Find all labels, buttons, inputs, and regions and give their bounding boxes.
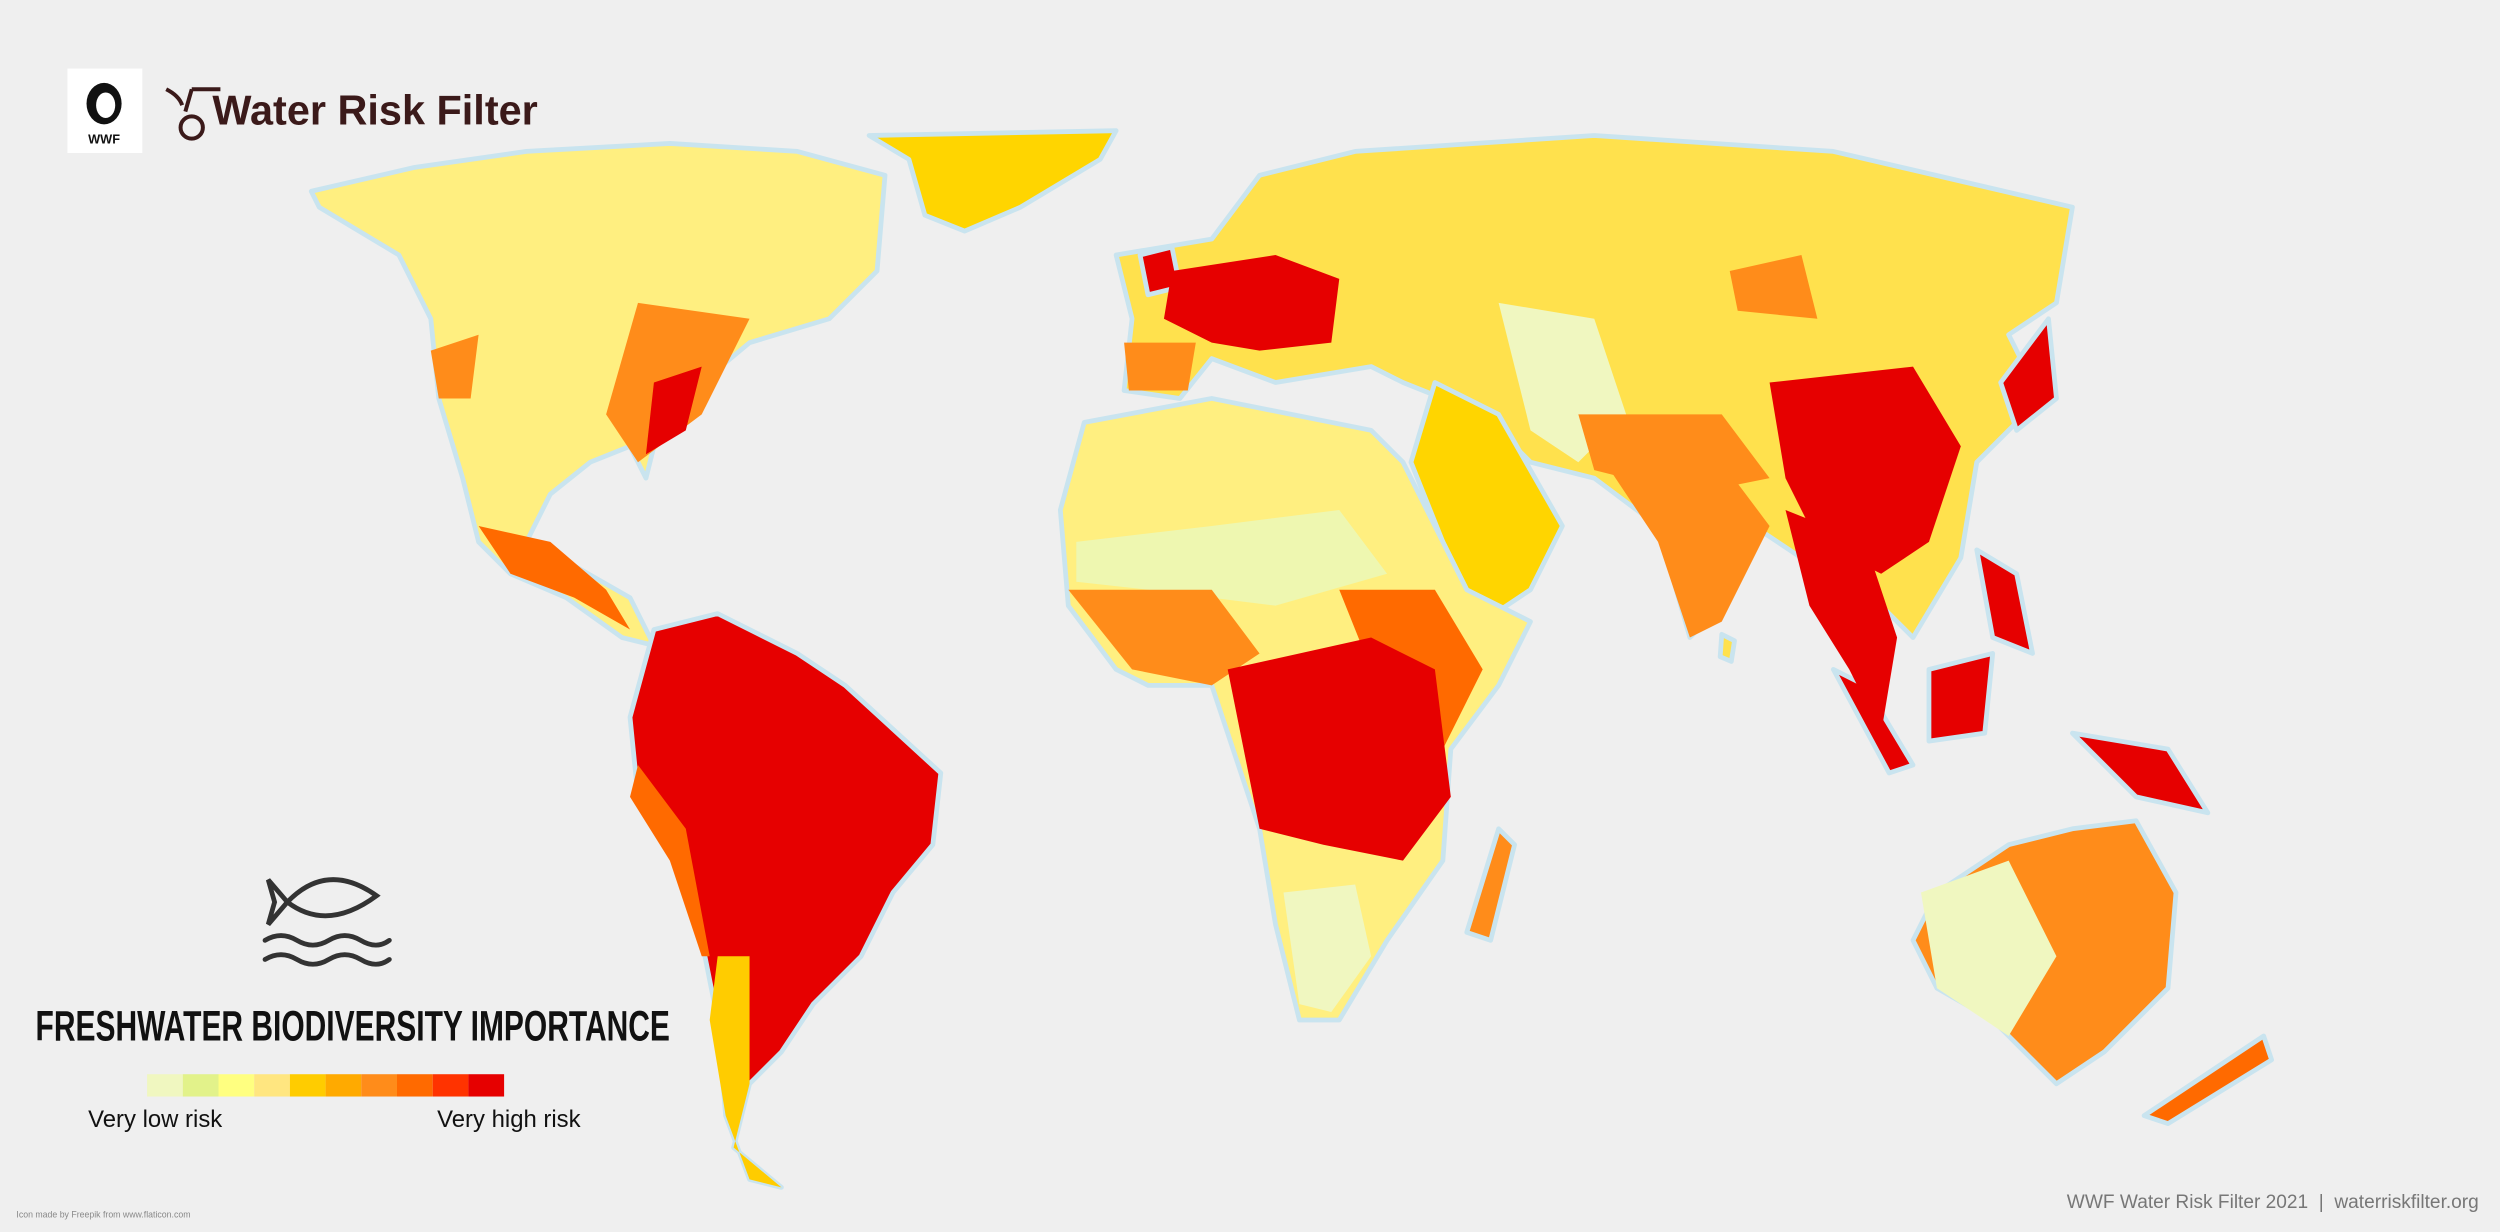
region	[645, 366, 702, 455]
source-credit: WWF Water Risk Filter 2021 | waterriskfi…	[2067, 1192, 2479, 1213]
legend-title: FRESHWATER BIODIVERSITY IMPORTANCE	[36, 1003, 670, 1051]
region	[1076, 510, 1388, 606]
japan	[1998, 316, 2059, 433]
wwf-logo: WWF	[67, 68, 143, 154]
waves	[262, 933, 392, 967]
legend-swatch	[289, 1074, 326, 1097]
north-america	[308, 141, 888, 648]
icon-drop	[178, 114, 205, 141]
region	[630, 765, 710, 957]
region	[1769, 366, 1961, 574]
fish-icon	[262, 877, 392, 967]
region	[1594, 446, 1770, 638]
legend-swatch	[147, 1074, 183, 1097]
icon-stroke	[165, 87, 221, 113]
legend-swatch	[325, 1074, 362, 1097]
new-zealand	[2141, 1033, 2275, 1127]
region	[1068, 589, 1260, 686]
risk-regions	[430, 255, 2057, 1188]
water-risk-icon	[165, 87, 221, 141]
region	[1124, 342, 1196, 391]
madagascar	[1464, 826, 1517, 943]
fish	[265, 877, 381, 926]
borneo	[1926, 651, 1996, 744]
region	[1283, 884, 1372, 1013]
new-guinea	[2070, 730, 2211, 816]
legend-low-label: Very low risk	[88, 1106, 222, 1133]
region	[478, 525, 631, 630]
legend-swatch	[397, 1074, 433, 1097]
legend-swatch	[468, 1074, 505, 1097]
panda-face	[96, 92, 116, 118]
brand-title: Water Risk Filter	[212, 86, 537, 133]
icon-credit: Icon made by Freepik from www.flaticon.c…	[16, 1210, 190, 1220]
arabia	[1408, 380, 1565, 624]
region	[1785, 510, 1898, 734]
region	[1920, 860, 2057, 1036]
legend-swatch	[432, 1074, 469, 1097]
logo-text: WWF	[88, 131, 120, 146]
legend-swatch	[218, 1074, 255, 1097]
region	[709, 956, 782, 1188]
greenland	[866, 128, 1119, 234]
legend-swatch	[254, 1074, 290, 1097]
region	[1163, 255, 1340, 351]
sri-lanka	[1717, 631, 1737, 664]
legend-high-label: Very high risk	[437, 1106, 580, 1133]
legend-scale	[147, 1074, 505, 1097]
region	[430, 334, 479, 399]
legend-swatch	[182, 1074, 219, 1097]
philippines	[1974, 547, 2035, 656]
legend-swatch	[361, 1074, 398, 1097]
region	[1729, 255, 1818, 319]
region	[1227, 637, 1451, 861]
